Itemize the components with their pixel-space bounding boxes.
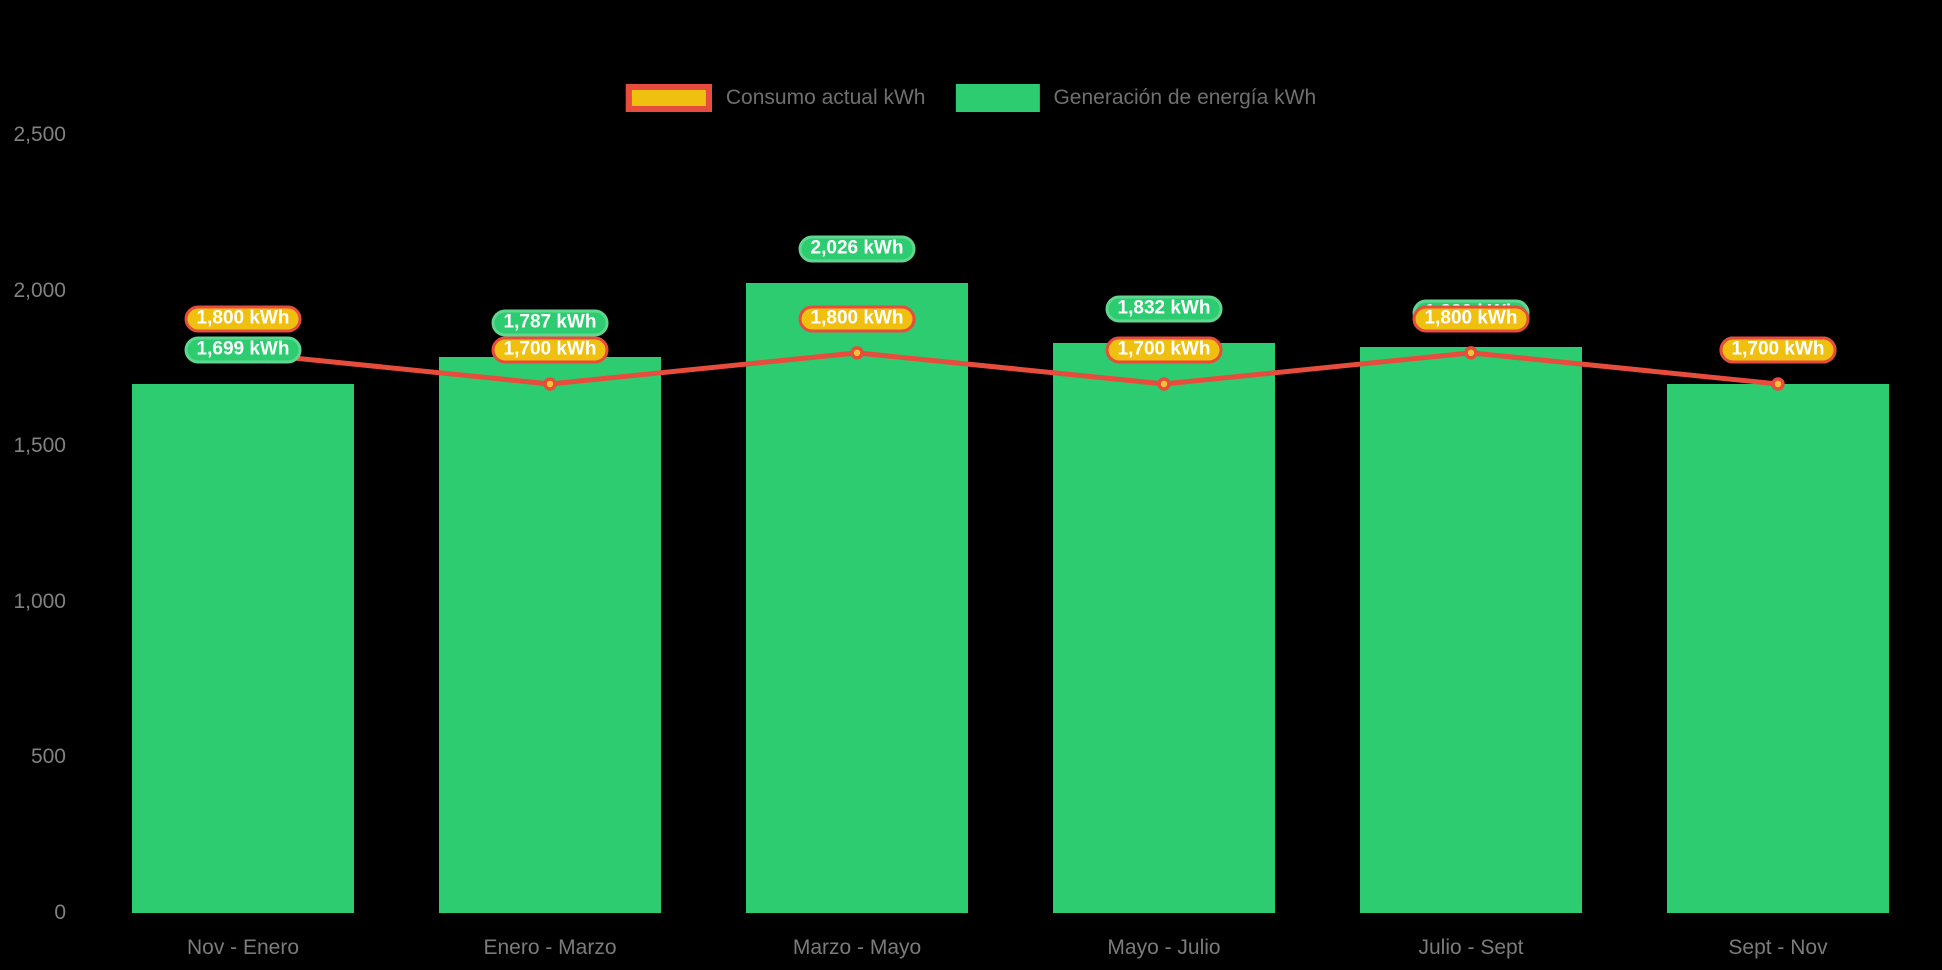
x-axis-category-label: Marzo - Mayo [792, 936, 922, 959]
y-axis-tick-label: 1,000 [13, 589, 66, 613]
x-axis-category-label: Sept - Nov [1728, 936, 1828, 959]
consumo-line-point[interactable] [1464, 346, 1478, 360]
consumo-line-point[interactable] [1771, 377, 1785, 391]
bar-value-pill: 1,787 kWh [491, 309, 609, 337]
consumo-line-point[interactable] [543, 377, 557, 391]
legend-label-consumo: Consumo actual kWh [725, 86, 926, 109]
bar-generacion[interactable] [1360, 346, 1582, 913]
x-axis-category-label: Julio - Sept [1418, 936, 1524, 959]
legend-item-consumo[interactable]: Consumo actual kWh [625, 84, 926, 112]
bar-value-pill: 1,699 kWh [184, 336, 302, 364]
line-value-pill: 1,700 kWh [1719, 336, 1837, 364]
consumo-line-point[interactable] [1157, 377, 1171, 391]
bar-generacion[interactable] [1667, 383, 1889, 913]
line-value-pill: 1,800 kWh [1412, 305, 1530, 333]
y-axis-tick-label: 500 [30, 745, 66, 769]
bar-value-pill: 1,832 kWh [1105, 295, 1223, 323]
legend-item-generacion[interactable]: Generación de energía kWh [955, 84, 1316, 112]
bar-value-pill: 2,026 kWh [798, 235, 916, 262]
y-axis-tick-label: 1,500 [13, 434, 66, 458]
x-axis-category-label: Mayo - Julio [1107, 936, 1221, 959]
bar-generacion[interactable] [132, 384, 354, 913]
line-value-pill: 1,700 kWh [491, 336, 609, 364]
x-axis-category-label: Enero - Marzo [483, 936, 617, 959]
y-axis-tick-label: 2,000 [13, 278, 66, 302]
line-value-pill: 1,700 kWh [1105, 336, 1223, 364]
line-value-pill: 1,800 kWh [184, 305, 302, 333]
legend: Consumo actual kWh Generación de energía… [625, 84, 1316, 112]
y-axis-tick-label: 2,500 [13, 123, 66, 146]
line-value-pill: 1,800 kWh [798, 305, 916, 333]
y-axis-tick-label: 0 [54, 901, 66, 924]
bar-generacion[interactable] [746, 282, 968, 913]
generacion-swatch-icon [955, 84, 1040, 112]
bar-generacion[interactable] [439, 356, 661, 913]
bar-generacion[interactable] [1053, 342, 1275, 913]
legend-label-generacion: Generación de energía kWh [1053, 86, 1317, 109]
consumo-line [240, 350, 1781, 387]
consumo-line-point[interactable] [850, 346, 864, 360]
x-axis-category-label: Nov - Enero [186, 936, 300, 959]
consumo-swatch-icon [625, 84, 712, 112]
